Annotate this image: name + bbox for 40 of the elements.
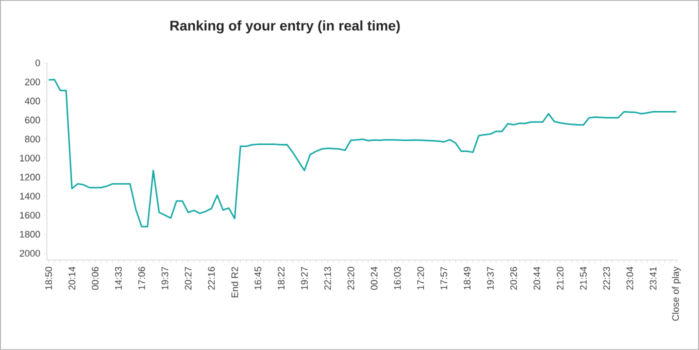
x-tick-label: End R2: [231, 267, 238, 298]
x-tick-label: 17:57: [440, 267, 448, 290]
x-tick-label: 23:20: [348, 266, 354, 290]
x-tick-label: 16:45: [254, 266, 262, 290]
y-tick-label: 800: [25, 136, 40, 142]
x-tick-label: 17:06: [138, 266, 146, 290]
x-tick-label: 18:22: [278, 267, 284, 290]
x-tick-label: 17:20: [417, 266, 424, 290]
x-tick-label: 21:54: [580, 266, 587, 290]
x-tick-label: 20:44: [534, 266, 540, 290]
chart-title: Ranking of your entry (in real time): [170, 20, 400, 34]
x-tick-label: 20:26: [510, 266, 517, 290]
x-tick-label: 20:27: [184, 267, 192, 290]
x-tick-label: 16:03: [394, 266, 401, 290]
y-tick-label: 1000: [20, 154, 40, 162]
x-tick-label: 20:14: [68, 266, 76, 290]
y-tick-label: 1200: [20, 174, 40, 181]
y-tick-label: 0: [36, 60, 40, 66]
y-tick-label: 600: [25, 116, 40, 124]
x-tick-label: 00:24: [370, 266, 378, 290]
x-tick-label: 18:49: [464, 266, 470, 290]
x-tick-label: 00:06: [92, 266, 99, 290]
y-tick-label: 400: [24, 98, 40, 104]
y-tick-label: 1400: [20, 192, 40, 200]
x-tick-label: Close of play: [672, 266, 681, 321]
y-tick-label: 200: [25, 78, 40, 86]
y-tick-label: 1800: [20, 230, 40, 238]
y-tick-label: 1600: [20, 212, 40, 219]
x-tick-label: 19:27: [301, 267, 308, 290]
x-tick-label: 18:50: [45, 266, 52, 290]
x-tick-label: 19:37: [487, 267, 494, 290]
x-tick-label: 22:13: [324, 266, 331, 290]
y-tick-label: 2000: [20, 250, 40, 257]
x-tick-label: 22:16: [208, 266, 215, 290]
x-tick-label: 14:33: [115, 266, 122, 290]
x-tick-label: 19:37: [162, 267, 168, 290]
x-tick-label: 22:23: [603, 266, 610, 290]
x-tick-label: 21:20: [556, 266, 564, 290]
x-tick-label: 23:04: [626, 266, 634, 290]
x-tick-label: 23:41: [650, 267, 656, 290]
